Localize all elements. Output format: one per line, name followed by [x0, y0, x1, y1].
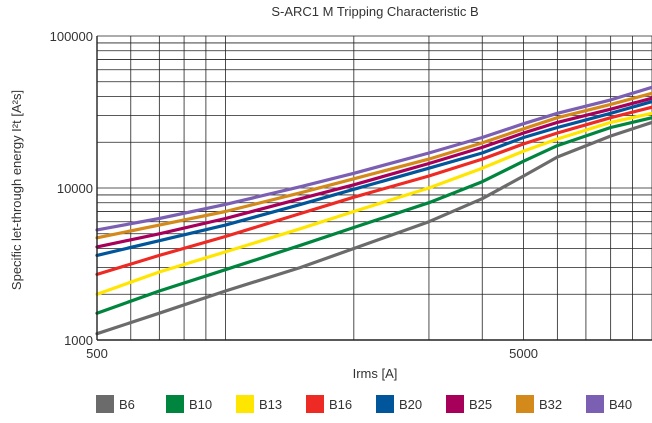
x-tick-label: 5000 [509, 346, 538, 361]
legend-swatch-b40 [586, 395, 604, 413]
legend-label-b25: B25 [469, 397, 492, 412]
axes [96, 36, 652, 341]
legend-label-b10: B10 [189, 397, 212, 412]
series-line-b16 [95, 105, 652, 276]
legend-swatch-b16 [306, 395, 324, 413]
series-line-b13 [95, 111, 652, 296]
grid [96, 35, 652, 341]
legend-label-b6: B6 [119, 397, 135, 412]
x-tick-label: 500 [86, 346, 108, 361]
series-line-b40 [95, 85, 652, 232]
legend-swatch-b25 [446, 395, 464, 413]
legend-label-b32: B32 [539, 397, 562, 412]
legend-swatch-b20 [376, 395, 394, 413]
legend: B6 B10 B13 B16 B20 B25 B32 B40 [96, 395, 632, 413]
y-tick-label: 1000 [64, 333, 93, 348]
series-line-b32 [95, 91, 652, 240]
y-axis-label: Specific let-through energy I²t [A²s] [9, 90, 24, 290]
legend-swatch-b32 [516, 395, 534, 413]
legend-label-b16: B16 [329, 397, 352, 412]
legend-swatch-b10 [166, 395, 184, 413]
tick-labels: 500 5000 1000 10000 100000 [50, 29, 538, 361]
legend-swatch-b13 [236, 395, 254, 413]
series-line-b25 [95, 96, 652, 249]
series-lines [95, 85, 652, 336]
series-line-b6 [95, 120, 652, 336]
y-tick-label: 10000 [57, 181, 93, 196]
legend-label-b13: B13 [259, 397, 282, 412]
legend-label-b20: B20 [399, 397, 422, 412]
chart-title: S-ARC1 M Tripping Characteristic B [271, 4, 478, 19]
series-line-b10 [95, 116, 652, 315]
legend-label-b40: B40 [609, 397, 632, 412]
x-axis-label: Irms [A] [353, 366, 398, 381]
series-line-b20 [95, 99, 652, 257]
legend-swatch-b6 [96, 395, 114, 413]
y-tick-label: 100000 [50, 29, 93, 44]
